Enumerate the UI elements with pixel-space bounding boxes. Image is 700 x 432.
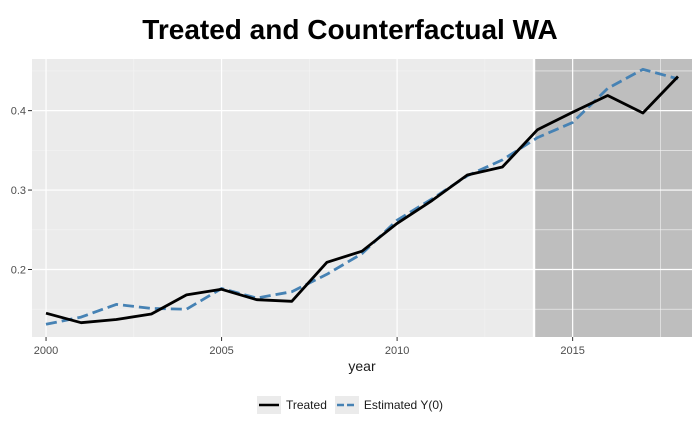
- legend: Treated Estimated Y(0): [0, 396, 700, 414]
- treatment-shaded-region: [534, 59, 692, 337]
- series-lines: [45, 67, 680, 326]
- chart-title: Treated and Counterfactual WA: [142, 14, 558, 45]
- legend-label-treated: Treated: [285, 398, 327, 412]
- x-tick-label: 2010: [385, 345, 409, 357]
- y-tick-label: 0.3: [11, 185, 26, 197]
- y-tick-label: 0.2: [11, 264, 26, 276]
- series-line-treated: [45, 75, 680, 325]
- x-axis-label: year: [348, 358, 376, 374]
- x-tick-label: 2000: [34, 345, 58, 357]
- y-tick-label: 0.4: [11, 106, 26, 118]
- series-line-estimated-y0: [45, 67, 679, 326]
- legend-key-estimated: [334, 396, 359, 414]
- axes: 2000 2005 2010 2015 0.2 0.3 0.4: [11, 106, 585, 357]
- legend-item-treated: Treated: [256, 396, 327, 414]
- x-tick-label: 2005: [209, 345, 233, 357]
- x-tick-label: 2015: [560, 345, 584, 357]
- legend-item-estimated: Estimated Y(0): [334, 396, 444, 414]
- gridlines: [32, 59, 692, 337]
- shaded-post-treatment: [534, 59, 692, 337]
- legend-label-estimated: Estimated Y(0): [363, 398, 444, 412]
- legend-key-treated: [256, 396, 281, 414]
